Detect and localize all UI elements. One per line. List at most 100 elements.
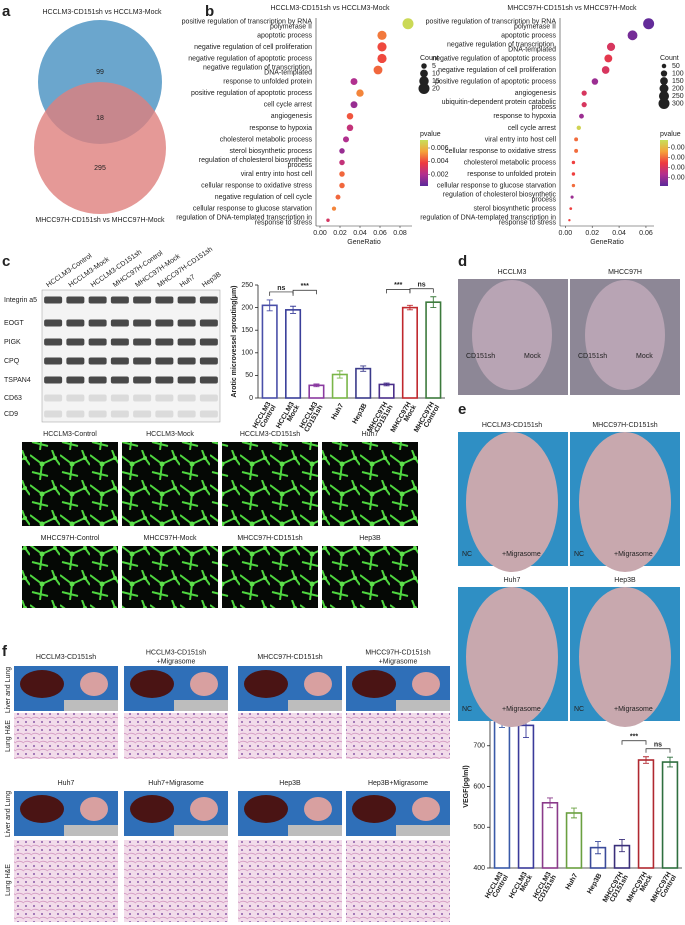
band bbox=[199, 338, 218, 346]
term-label: negative regulation of cell proliferatio… bbox=[194, 44, 312, 51]
protein-label: PIGK bbox=[4, 339, 21, 346]
legend-size-label: 250 bbox=[672, 93, 684, 100]
significance-label: *** bbox=[301, 283, 309, 290]
term-label: negative regulation of cell proliferatio… bbox=[438, 67, 556, 74]
y-tick-label: 250 bbox=[241, 282, 253, 289]
image-label: MHCC97H-CD151sh bbox=[365, 649, 430, 656]
error-bar bbox=[643, 756, 649, 764]
x-tick-label: 0.04 bbox=[612, 230, 626, 237]
blot bbox=[41, 289, 221, 423]
overlay-label: Mock bbox=[636, 353, 653, 360]
band bbox=[133, 394, 152, 402]
band bbox=[133, 319, 152, 327]
ruler bbox=[174, 700, 228, 711]
overlay-label: CD151sh bbox=[578, 353, 607, 360]
dot bbox=[377, 53, 387, 64]
tube-image bbox=[222, 546, 318, 608]
band bbox=[177, 357, 196, 365]
x-tick-label: 0.02 bbox=[333, 230, 347, 237]
panel-label: f bbox=[2, 643, 8, 660]
colorbar bbox=[660, 140, 668, 186]
term-label: regulation of cholesterol biosynthetic pr… bbox=[443, 191, 557, 203]
error-bar bbox=[547, 797, 553, 809]
dot bbox=[581, 90, 587, 96]
tube-image bbox=[122, 442, 218, 526]
dot bbox=[606, 42, 616, 51]
image-label: MHCC97H-Mock bbox=[144, 535, 197, 542]
y-tick-label: 700 bbox=[473, 743, 485, 750]
image-label: +Migrasome bbox=[157, 658, 196, 665]
term-label: angiogenesis bbox=[271, 113, 313, 120]
ruler bbox=[288, 825, 342, 836]
image-label: +Migrasome bbox=[379, 658, 418, 665]
term-label: viral entry into host cell bbox=[485, 136, 557, 143]
dot bbox=[581, 102, 587, 108]
band bbox=[66, 410, 85, 418]
band bbox=[199, 296, 218, 304]
band bbox=[66, 296, 85, 304]
venn-set-b bbox=[34, 82, 166, 214]
panel-label: d bbox=[458, 253, 467, 270]
band bbox=[44, 394, 63, 402]
band bbox=[199, 376, 218, 384]
overlay-label: Mock bbox=[524, 353, 541, 360]
legend-title: Count bbox=[660, 55, 679, 62]
term-label: regulation of cholesterol biosynthetic pr… bbox=[199, 157, 313, 169]
band bbox=[155, 394, 174, 402]
legend-size bbox=[658, 90, 670, 102]
legend-size bbox=[660, 77, 668, 85]
image-label: Huh7 bbox=[362, 431, 379, 438]
dot bbox=[377, 42, 387, 52]
overlay-label: NC bbox=[462, 706, 472, 713]
band bbox=[110, 394, 129, 402]
band bbox=[66, 357, 85, 365]
protein-label: Integrin a5 bbox=[4, 297, 37, 304]
term-label: response to unfolded protein bbox=[223, 78, 312, 85]
liver bbox=[244, 670, 288, 698]
mouse-body bbox=[585, 280, 665, 390]
dot bbox=[591, 78, 599, 85]
image-label: MHCC97H bbox=[608, 269, 642, 276]
image-label: HCCLM3-Mock bbox=[146, 431, 194, 438]
band bbox=[44, 357, 63, 365]
protein-label: TSPAN4 bbox=[4, 377, 31, 384]
term-label: apoptotic process bbox=[501, 32, 556, 39]
legend-size bbox=[661, 63, 667, 69]
legend-size bbox=[421, 63, 427, 69]
error-bar bbox=[383, 382, 390, 387]
dot bbox=[571, 160, 576, 165]
error-bar bbox=[290, 305, 297, 314]
he-image bbox=[124, 713, 228, 759]
dot bbox=[326, 218, 330, 222]
image-label: MHCC97H-CD151sh bbox=[257, 654, 322, 661]
he-image bbox=[14, 840, 118, 922]
venn-count: 295 bbox=[94, 165, 106, 172]
band bbox=[199, 319, 218, 327]
error-bar bbox=[667, 756, 673, 768]
image-label: Huh7+Migrasome bbox=[148, 780, 204, 787]
venn-count: 18 bbox=[96, 115, 104, 122]
overlay-label: NC bbox=[574, 706, 584, 713]
image-label: HCCLM3-Control bbox=[43, 431, 97, 438]
significance-bracket bbox=[621, 740, 647, 745]
legend-size-label: 5 bbox=[432, 63, 436, 70]
liver bbox=[20, 795, 64, 823]
band bbox=[44, 338, 63, 346]
he-image bbox=[124, 840, 228, 922]
dot bbox=[402, 18, 414, 30]
image-label: Huh7 bbox=[504, 577, 521, 584]
dot bbox=[342, 136, 350, 143]
panel-label: b bbox=[205, 3, 214, 20]
band bbox=[88, 296, 107, 304]
venn-title-b: MHCC97H-CD151sh vs MHCC97H-Mock bbox=[35, 217, 165, 224]
dot bbox=[346, 112, 354, 120]
dot bbox=[574, 148, 579, 153]
x-tick-label: 0.06 bbox=[639, 230, 653, 237]
band bbox=[44, 376, 63, 384]
band bbox=[155, 338, 174, 346]
lung bbox=[80, 672, 108, 696]
image-label: HCCLM3 bbox=[498, 269, 527, 276]
band bbox=[44, 319, 63, 327]
liver bbox=[130, 670, 174, 698]
